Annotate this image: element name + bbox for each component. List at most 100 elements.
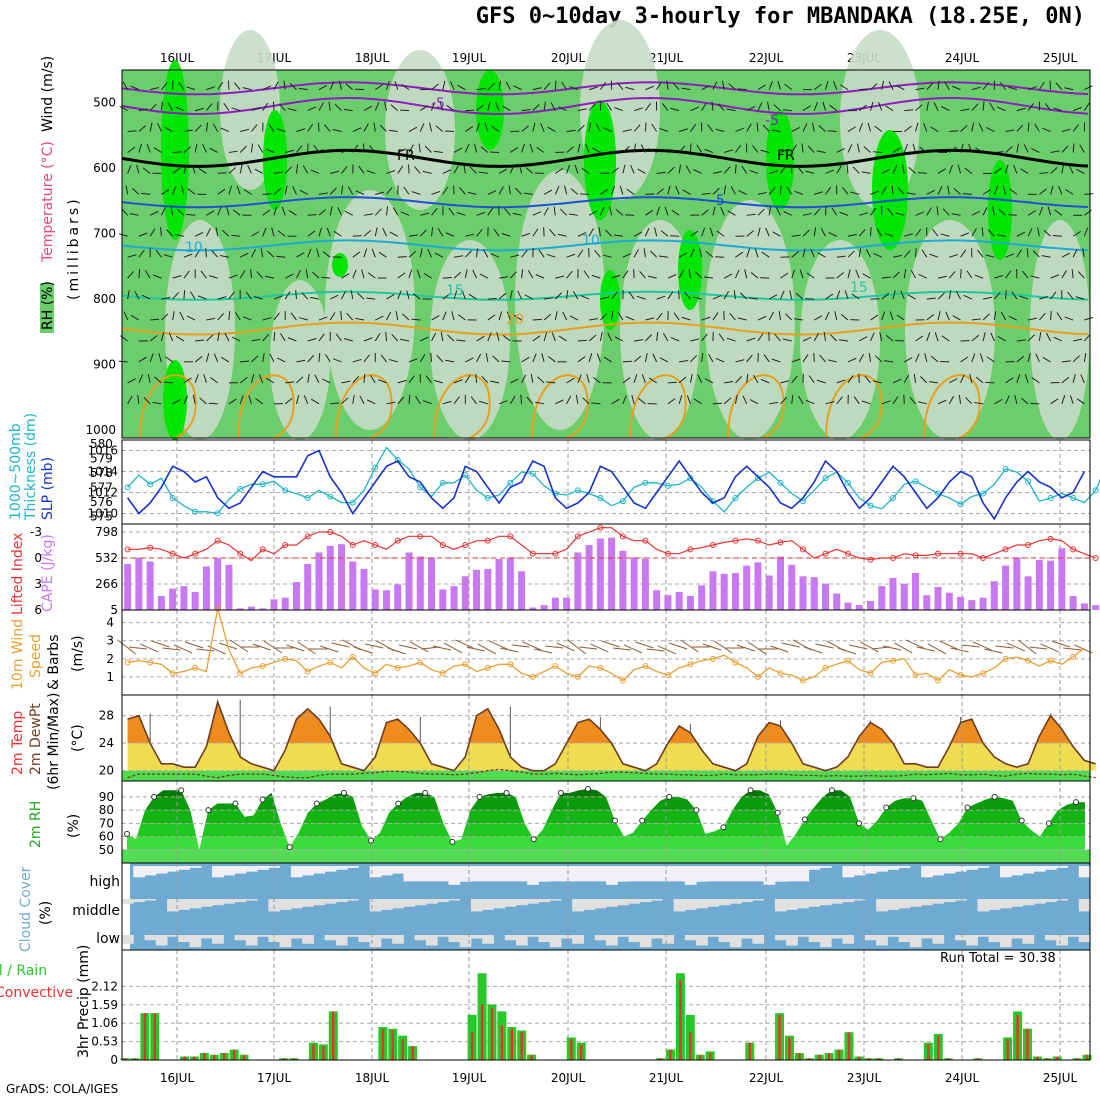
wind-speed-series-marker (664, 672, 671, 679)
rh-band-fill (145, 796, 1085, 811)
wind-barb (161, 296, 171, 300)
li-tick: 0 (34, 551, 42, 565)
wind-barb (599, 206, 605, 216)
cloud-low-cell (718, 935, 731, 942)
wind-barb (971, 86, 981, 91)
wind-barb (445, 232, 455, 237)
wind-barb (390, 104, 399, 111)
cape-bar (461, 576, 469, 610)
wind-barb (746, 213, 756, 216)
wind-barb (501, 232, 511, 237)
cloud-low-cell (257, 935, 269, 937)
wind-barb (487, 83, 495, 90)
wind-barb (152, 274, 162, 279)
wind-speed-series-marker (935, 677, 942, 684)
wind-barb (401, 84, 410, 91)
cape-bar (709, 571, 717, 610)
wind-barb (374, 102, 380, 111)
wind-barb (1061, 395, 1066, 404)
wind-barb (251, 338, 261, 342)
wind-barb (361, 269, 365, 279)
upper-wind-barbs (118, 80, 1094, 405)
wind-barb (675, 185, 680, 195)
wind-barb (694, 271, 703, 279)
wind-barb (949, 378, 958, 384)
wind-barb (827, 359, 837, 363)
wind-barb (478, 171, 488, 174)
wind-barb (397, 396, 405, 405)
wind-barb (1072, 124, 1080, 132)
wind-barb (146, 143, 151, 153)
wind-barb (415, 395, 421, 405)
wind-barb (1016, 374, 1021, 384)
cape-bar (450, 586, 458, 610)
wind-barb (280, 333, 286, 342)
surface-wind-barb (669, 642, 688, 650)
wind-barb (526, 396, 534, 405)
wind-barb (153, 147, 162, 153)
wind-speed-series-marker (529, 673, 536, 680)
wind-barb (487, 314, 496, 321)
wind-barb (592, 376, 601, 384)
wind-barb (594, 249, 601, 258)
wind-barb (311, 398, 320, 405)
cloud-middle-cell (628, 899, 641, 904)
wind-barb (239, 145, 247, 153)
wind-barb (904, 233, 914, 237)
cloud-low-cell (437, 935, 449, 937)
cloud-middle-cell (876, 899, 888, 912)
wind-barb (580, 295, 590, 300)
cloud-high-cell (403, 866, 416, 882)
wind-barb (756, 122, 759, 132)
wind-barb (553, 206, 556, 216)
wind-barb (944, 81, 950, 90)
wind-barb (678, 376, 687, 384)
wind-speed-series-marker (1047, 657, 1054, 664)
cloud-high-cell (752, 866, 765, 882)
wind-barb (979, 353, 984, 363)
wind-barb (577, 339, 587, 342)
wind-barb (1050, 185, 1054, 195)
wind-barb (926, 313, 935, 321)
wind-barb (929, 381, 939, 384)
wind-barb (1056, 312, 1063, 321)
wind-barb (1082, 248, 1085, 258)
wind-barb (813, 332, 820, 342)
wind-barb (377, 149, 387, 153)
cloud-low-cell (966, 935, 978, 946)
thickness-series-marker (214, 510, 221, 517)
cloud-high-cell (741, 866, 753, 882)
wind-barb (712, 206, 716, 216)
li-series-marker (597, 524, 604, 531)
wind-barb (888, 81, 894, 90)
li-series-marker (372, 542, 379, 548)
wind-barb (296, 376, 304, 384)
wind-barb (276, 128, 286, 133)
wind-barb (307, 230, 316, 237)
wind-barb (661, 103, 669, 111)
temp-contour-line (121, 321, 1089, 336)
wind-barb (915, 122, 919, 132)
wind-barb (206, 103, 213, 111)
li-series (127, 527, 1096, 562)
wind-barb (1011, 291, 1018, 300)
wind-barb (948, 290, 952, 300)
wind-barb (926, 189, 936, 195)
wind-barb (780, 272, 789, 279)
cloud-high-cell (1033, 866, 1046, 872)
rh-marker (937, 836, 944, 843)
precip-conv-bar (788, 1037, 791, 1060)
wind-barb (175, 335, 185, 342)
wind-barb (1037, 227, 1040, 237)
wind-barb (1073, 338, 1083, 342)
wind-barb (780, 290, 785, 300)
wind-barb (1075, 296, 1085, 300)
cape-bar (653, 590, 661, 610)
cloud-high-cell (718, 866, 731, 882)
wind-barb (509, 290, 513, 300)
wind-barb (614, 107, 624, 112)
wind-barb (318, 102, 324, 111)
wind-barb (982, 82, 990, 90)
wind-barb (250, 248, 256, 258)
wind-barb (992, 206, 995, 216)
